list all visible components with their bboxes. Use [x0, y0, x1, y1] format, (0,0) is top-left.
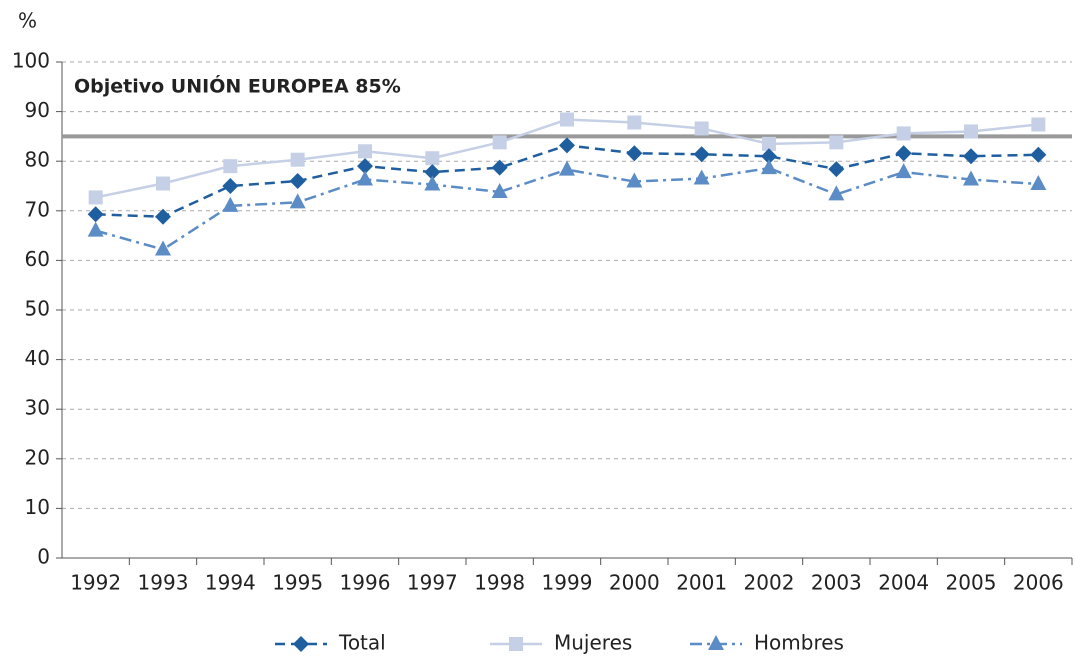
marker — [87, 221, 104, 237]
marker — [627, 115, 642, 130]
marker — [761, 148, 777, 165]
x-tick-label: 2003 — [811, 571, 862, 595]
marker — [560, 112, 574, 127]
y-tick-label: 20 — [25, 445, 50, 469]
marker — [492, 135, 507, 150]
x-tick-label: 2001 — [676, 571, 727, 595]
marker — [626, 145, 643, 162]
marker — [289, 193, 306, 209]
marker — [559, 137, 575, 154]
x-tick-label: 2000 — [609, 571, 660, 595]
marker — [626, 172, 643, 188]
marker — [289, 173, 306, 190]
y-tick-label: 10 — [25, 495, 50, 519]
x-tick-label: 1993 — [138, 571, 189, 595]
legend-marker — [708, 635, 724, 650]
y-tick-label: 100 — [12, 49, 50, 73]
marker — [88, 190, 103, 205]
legend-label: Mujeres — [554, 631, 632, 655]
x-tick-label: 1997 — [407, 571, 458, 595]
y-tick-label: 70 — [25, 197, 50, 221]
marker — [223, 159, 238, 174]
marker — [693, 169, 710, 185]
x-tick-label: 1998 — [474, 571, 525, 595]
marker — [358, 144, 372, 159]
y-tick-label: 40 — [25, 346, 50, 370]
y-tick-label: 60 — [25, 247, 50, 271]
legend-label: Hombres — [754, 631, 844, 655]
x-tick-label: 1999 — [542, 571, 593, 595]
marker — [828, 161, 845, 178]
marker — [424, 164, 441, 181]
marker — [87, 206, 104, 223]
x-tick-label: 1992 — [70, 571, 121, 595]
marker — [1030, 146, 1047, 163]
marker — [491, 159, 508, 176]
y-tick-label: 90 — [25, 98, 50, 122]
marker — [964, 124, 978, 139]
y-tick-label: 0 — [37, 545, 50, 569]
marker — [290, 152, 305, 167]
marker — [425, 151, 440, 166]
marker — [357, 158, 373, 175]
marker — [895, 145, 912, 162]
marker — [895, 163, 912, 179]
marker — [963, 170, 979, 186]
marker — [762, 136, 776, 151]
marker — [1030, 175, 1047, 191]
marker — [222, 196, 239, 212]
x-tick-label: 2006 — [1013, 571, 1064, 595]
marker — [693, 146, 710, 163]
x-tick-label: 2005 — [946, 571, 997, 595]
marker — [156, 176, 170, 191]
y-tick-label: 30 — [25, 396, 50, 420]
legend-marker — [509, 637, 523, 651]
marker — [829, 135, 844, 150]
reference-label: Objetivo UNIÓN EUROPEA 85% — [74, 73, 401, 97]
x-tick-label: 1995 — [272, 571, 323, 595]
marker — [155, 240, 171, 256]
marker — [896, 126, 911, 141]
x-tick-label: 2002 — [744, 571, 795, 595]
x-tick-label: 1996 — [340, 571, 391, 595]
marker — [963, 148, 979, 165]
y-tick-label: 50 — [25, 297, 50, 321]
marker — [491, 182, 508, 198]
marker — [222, 178, 239, 194]
marker — [424, 175, 441, 191]
marker — [761, 159, 777, 175]
legend-marker — [293, 636, 309, 652]
x-tick-label: 1994 — [205, 571, 256, 595]
marker — [828, 185, 845, 201]
marker — [694, 121, 709, 136]
series-line — [95, 166, 1039, 251]
y-axis-label: % — [18, 9, 37, 33]
marker — [155, 208, 171, 225]
legend-label: Total — [338, 631, 386, 655]
marker — [1031, 117, 1046, 132]
x-tick-label: 2004 — [878, 571, 929, 595]
marker — [559, 160, 575, 176]
marker — [357, 170, 373, 186]
y-tick-label: 80 — [25, 148, 50, 172]
